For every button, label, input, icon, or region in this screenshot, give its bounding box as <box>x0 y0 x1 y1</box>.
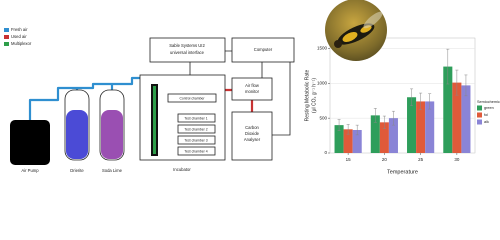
legend-label: Multiplexor <box>11 41 32 46</box>
diagram: Fresh air Used air Multiplexor Air Pump … <box>4 27 295 173</box>
bar <box>334 125 344 153</box>
legend-swatch <box>477 105 482 111</box>
legend-swatch <box>477 119 482 125</box>
bar <box>388 118 398 153</box>
error-bar <box>391 110 395 126</box>
label: Analyser <box>244 137 261 142</box>
legend-swatch <box>4 35 9 39</box>
label: Air Pump <box>21 168 39 173</box>
bar <box>370 115 380 153</box>
interface-box <box>149 37 226 63</box>
soda-lime-fill <box>101 110 123 159</box>
bar <box>416 101 426 153</box>
legend-swatch <box>477 112 482 118</box>
error-bar <box>446 48 450 85</box>
connector <box>189 50 291 136</box>
label: Test chamber 2 <box>184 127 207 131</box>
label: Control chamber <box>179 96 205 100</box>
legend-swatch <box>4 42 9 46</box>
legend-title: Semiochemical <box>477 100 500 104</box>
error-bar <box>419 92 423 111</box>
bar <box>461 85 471 153</box>
bar <box>407 97 417 153</box>
flow-monitor-box <box>231 77 273 101</box>
error-bar <box>428 93 432 110</box>
chamber <box>177 113 216 123</box>
error-bar <box>464 74 468 97</box>
label: Computer <box>254 47 273 52</box>
chamber <box>177 146 216 156</box>
error-bar <box>337 119 341 131</box>
y-tick-label: 1000 <box>317 80 328 85</box>
label: Test chamber 3 <box>184 138 207 142</box>
bar <box>425 101 435 153</box>
label: Dioxide <box>245 131 260 136</box>
x-tick-label: 15 <box>346 157 352 162</box>
control-box <box>167 93 217 103</box>
analyser-box <box>231 111 273 161</box>
error-bar <box>382 115 386 129</box>
x-tick-label: 20 <box>382 157 388 162</box>
label: Drierite <box>70 168 84 173</box>
x-tick-label: 30 <box>454 157 460 162</box>
multiplexor <box>153 86 156 154</box>
label: Air flow <box>245 83 260 88</box>
error-bar <box>410 88 414 106</box>
computer-box <box>231 37 295 63</box>
label: Carbon <box>245 125 259 130</box>
bar <box>352 130 362 153</box>
y-axis-label: Resting Metabolic Rate <box>304 69 310 121</box>
bar <box>452 82 462 153</box>
label: Test chamber 1 <box>184 116 207 120</box>
bar <box>379 122 389 153</box>
chamber <box>177 135 216 145</box>
drierite-fill <box>66 110 88 159</box>
y-tick-label: 500 <box>319 115 327 120</box>
chamber <box>177 124 216 134</box>
error-bar <box>455 69 459 96</box>
x-axis-label: Temperature <box>387 169 418 175</box>
error-bar <box>373 108 377 123</box>
label: Soda Lime <box>102 168 123 173</box>
y-tick-label: 0 <box>324 150 327 155</box>
legend-label: Fresh air <box>11 27 28 32</box>
legend-swatch <box>4 28 9 32</box>
figure: Fresh air Used air Multiplexor Air Pump … <box>4 0 500 175</box>
chart: 0 500 1000 1500 Resting Metabolic Rate (μl CO… <box>304 37 500 175</box>
legend-label: alk <box>484 120 489 124</box>
label: universal interface <box>170 50 205 55</box>
label: Sable Systems UI2 <box>169 43 205 48</box>
error-bar <box>355 124 359 136</box>
y-axis-label: (μl CO₂ g⁻¹ h⁻¹) <box>311 78 317 113</box>
insect-photo <box>325 0 387 61</box>
x-tick-label: 25 <box>418 157 424 162</box>
legend-label: green <box>484 106 494 110</box>
error-bar <box>346 124 350 135</box>
bar <box>443 66 453 153</box>
y-tick-label: 1500 <box>317 46 328 51</box>
legend-label: Used air <box>11 34 27 39</box>
air-pump <box>10 120 50 165</box>
legend-label: fol <box>484 113 488 117</box>
label: Test chamber 4 <box>184 149 207 153</box>
bar <box>343 129 353 153</box>
label: monitor <box>245 89 260 94</box>
label: Incubator <box>173 167 191 172</box>
